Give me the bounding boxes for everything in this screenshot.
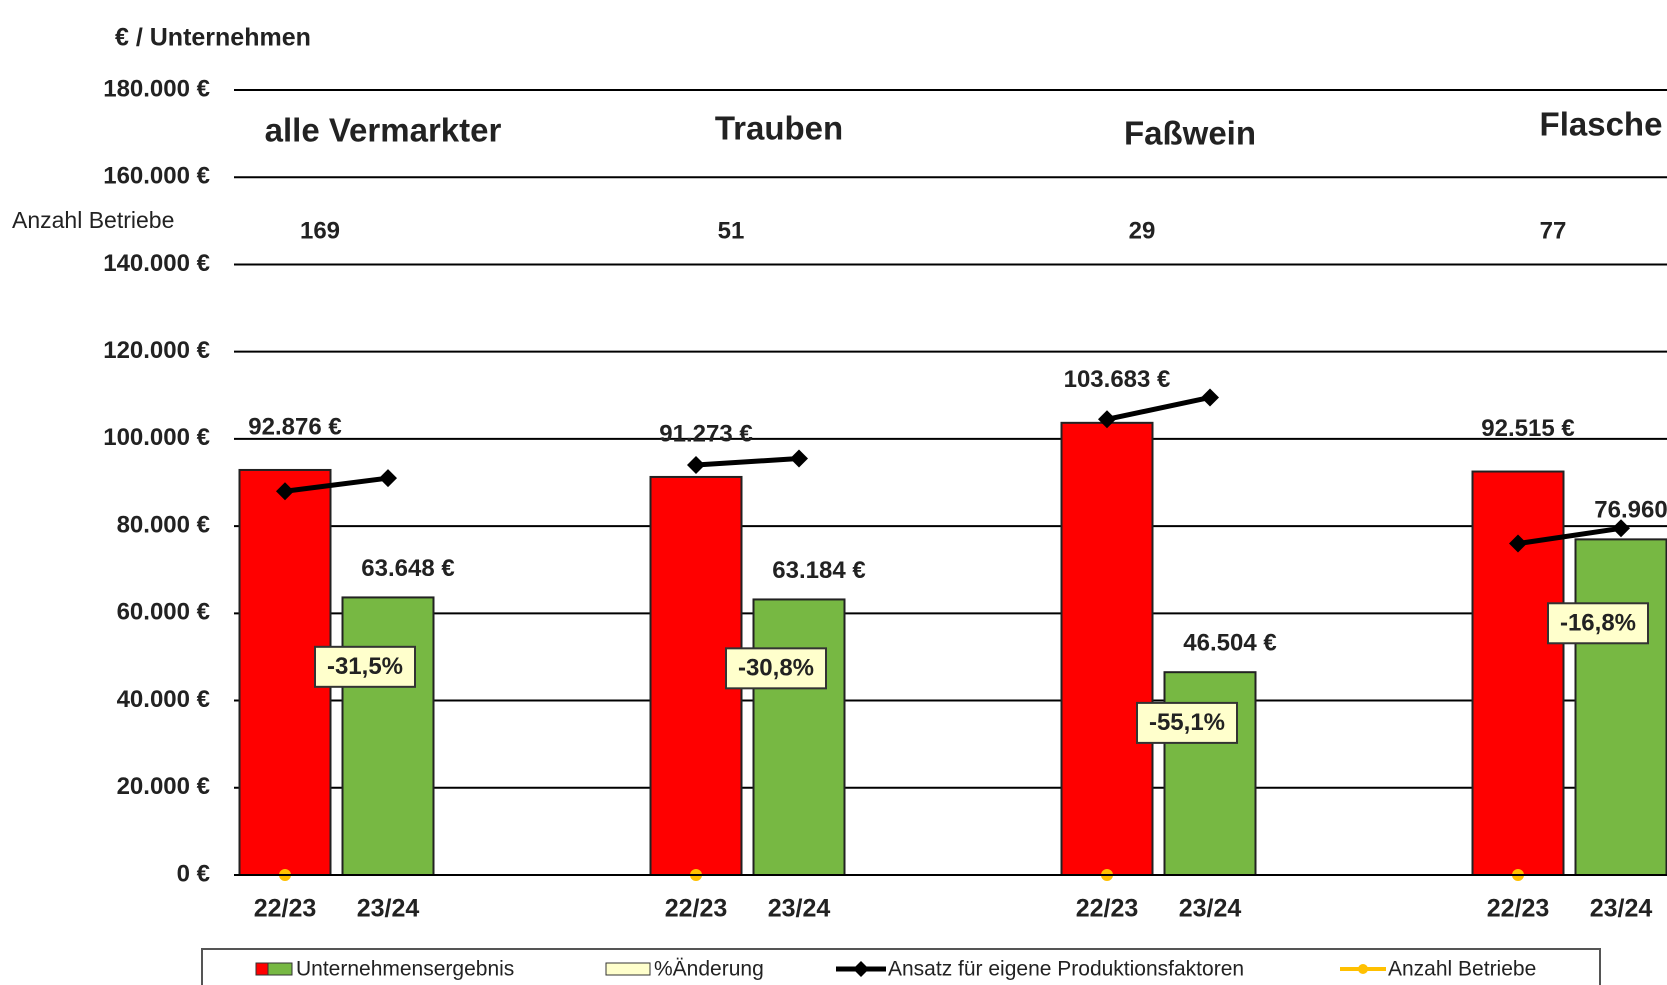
y-axis-label: € / Unternehmen bbox=[115, 24, 311, 52]
legend-swatch bbox=[605, 962, 651, 976]
bar bbox=[341, 596, 435, 876]
legend-label: Ansatz für eigene Produktionsfaktoren bbox=[888, 958, 1244, 981]
legend-label: Anzahl Betriebe bbox=[1388, 958, 1536, 981]
y-tick-label: 180.000 € bbox=[103, 75, 210, 102]
change-box bbox=[1547, 602, 1649, 645]
y-tick-label: 100.000 € bbox=[103, 424, 210, 451]
value-label: 76.960 € bbox=[1594, 497, 1667, 524]
x-tick-label: 23/24 bbox=[768, 895, 831, 923]
group-title: Flasche bbox=[1540, 106, 1663, 143]
x-tick-label: 22/23 bbox=[254, 895, 317, 923]
y-tick-label: 120.000 € bbox=[103, 337, 210, 364]
bar bbox=[1471, 470, 1565, 876]
factor-line bbox=[695, 456, 800, 468]
bar bbox=[752, 598, 846, 876]
factor-marker bbox=[379, 469, 397, 488]
legend-swatch bbox=[1358, 964, 1368, 974]
y-tick-label: 20.000 € bbox=[117, 773, 210, 800]
y-tick-label: 80.000 € bbox=[117, 511, 210, 538]
factor-marker bbox=[1509, 534, 1527, 553]
count-label: 77 bbox=[1540, 217, 1567, 244]
value-label: 63.184 € bbox=[772, 557, 865, 584]
group-title: Faßwein bbox=[1124, 115, 1256, 152]
y-tick-label: 140.000 € bbox=[103, 250, 210, 277]
x-tick-label: 23/24 bbox=[1590, 895, 1653, 923]
x-tick-label: 22/23 bbox=[1076, 895, 1139, 923]
bar bbox=[1574, 538, 1667, 876]
legend-label: %Änderung bbox=[654, 958, 764, 981]
factor-line bbox=[284, 475, 389, 494]
count-row-label: Anzahl Betriebe bbox=[12, 207, 174, 233]
factor-marker bbox=[276, 482, 294, 501]
y-tick-label: 40.000 € bbox=[117, 686, 210, 713]
value-label: 46.504 € bbox=[1183, 630, 1276, 657]
count-label: 169 bbox=[300, 217, 340, 244]
factor-marker bbox=[1612, 519, 1630, 538]
value-label: 63.648 € bbox=[361, 555, 454, 582]
factor-marker bbox=[687, 456, 705, 475]
legend-label: Unternehmensergebnis bbox=[296, 958, 514, 981]
legend-swatch bbox=[267, 962, 293, 976]
y-tick-label: 60.000 € bbox=[117, 599, 210, 626]
x-tick-label: 22/23 bbox=[1487, 895, 1550, 923]
x-tick-label: 23/24 bbox=[357, 895, 420, 923]
change-label: -16,8% bbox=[1560, 610, 1636, 637]
change-box bbox=[314, 645, 416, 688]
value-label: 92.876 € bbox=[248, 413, 341, 440]
factor-marker bbox=[790, 449, 808, 468]
y-tick-label: 160.000 € bbox=[103, 163, 210, 190]
legend-swatch bbox=[853, 961, 869, 977]
factor-marker bbox=[1098, 410, 1116, 429]
value-label: 103.683 € bbox=[1064, 366, 1171, 393]
count-label: 29 bbox=[1129, 217, 1156, 244]
x-tick-label: 23/24 bbox=[1179, 895, 1242, 923]
group-title: alle Vermarkter bbox=[265, 112, 502, 149]
group-title: Trauben bbox=[715, 110, 843, 147]
value-label: 92.515 € bbox=[1481, 415, 1574, 442]
factor-marker bbox=[1201, 388, 1219, 407]
change-box bbox=[725, 647, 827, 690]
factor-line bbox=[1106, 395, 1211, 422]
y-tick-label: 0 € bbox=[177, 860, 210, 887]
count-label: 51 bbox=[718, 217, 745, 244]
change-label: -30,8% bbox=[738, 655, 814, 682]
change-box bbox=[1136, 701, 1238, 744]
value-label: 91.273 € bbox=[659, 420, 752, 447]
change-label: -31,5% bbox=[327, 653, 403, 680]
change-label: -55,1% bbox=[1149, 709, 1225, 736]
x-tick-label: 22/23 bbox=[665, 895, 728, 923]
factor-line bbox=[1517, 525, 1622, 547]
bar bbox=[1060, 421, 1154, 876]
